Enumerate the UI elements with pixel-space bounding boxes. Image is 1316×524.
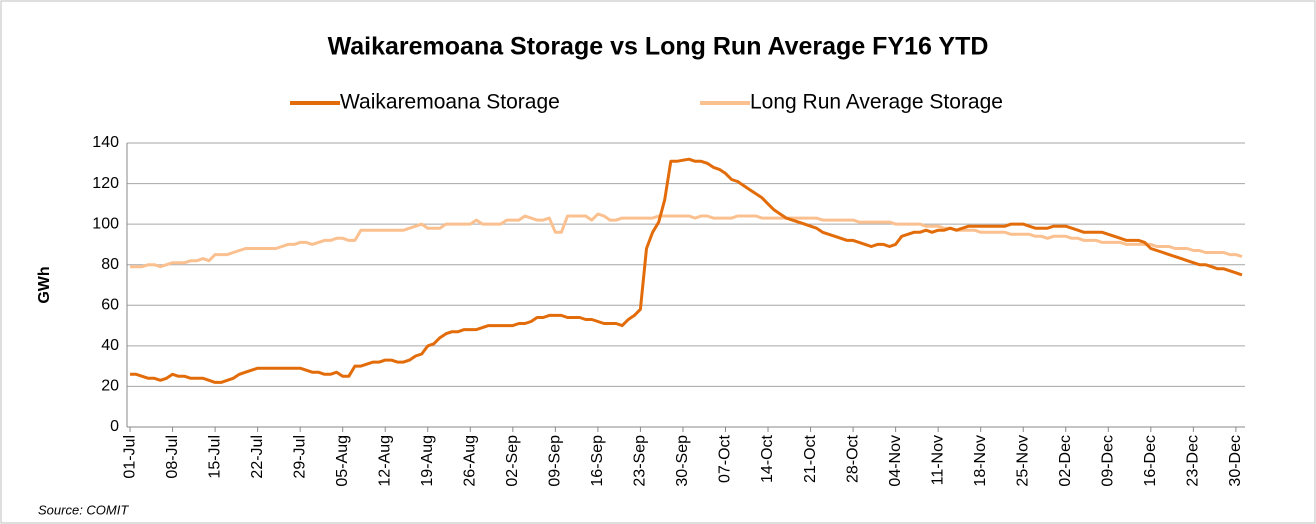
x-tick-label: 15-Jul xyxy=(206,435,223,479)
x-tick-label: 12-Aug xyxy=(376,435,393,487)
x-tick-label: 14-Oct xyxy=(759,434,776,483)
x-tick-label: 21-Oct xyxy=(802,434,819,483)
x-tick-label: 02-Dec xyxy=(1057,435,1074,487)
x-tick-label: 30-Dec xyxy=(1227,435,1244,487)
x-tick-label: 19-Aug xyxy=(419,435,436,487)
legend-label: Long Run Average Storage xyxy=(750,91,1003,114)
x-tick-label: 28-Oct xyxy=(844,434,861,483)
chart-title: Waikaremoana Storage vs Long Run Average… xyxy=(328,33,989,61)
series-line xyxy=(130,157,1243,384)
y-tick-label: 0 xyxy=(110,418,119,435)
y-tick-label: 80 xyxy=(101,256,119,273)
x-tick-label: 18-Nov xyxy=(972,435,989,487)
x-tick-label: 08-Jul xyxy=(164,435,181,479)
x-tick-label: 25-Nov xyxy=(1014,435,1031,487)
y-tick-label: 20 xyxy=(101,378,119,395)
x-tick-label: 16-Sep xyxy=(589,435,606,487)
x-tick-label: 26-Aug xyxy=(462,435,479,487)
x-tick-label: 09-Sep xyxy=(547,435,564,487)
x-tick-label: 23-Dec xyxy=(1185,435,1202,487)
x-tick-label: 23-Sep xyxy=(632,435,649,487)
x-tick-label: 11-Nov xyxy=(929,435,946,485)
x-tick-label: 01-Jul xyxy=(121,435,138,479)
series-line xyxy=(130,212,1243,269)
y-tick-label: 140 xyxy=(92,134,119,151)
x-tick-label: 22-Jul xyxy=(249,435,266,479)
source-note: Source: COMIT xyxy=(38,502,129,517)
legend-label: Waikaremoana Storage xyxy=(340,91,560,114)
y-tick-label: 60 xyxy=(101,297,119,314)
x-tick-label: 30-Sep xyxy=(674,435,691,487)
y-tick-label: 40 xyxy=(101,337,119,354)
x-tick-label: 07-Oct xyxy=(717,434,734,483)
x-tick-label: 16-Dec xyxy=(1142,435,1159,487)
y-axis-label: GWh xyxy=(36,266,53,303)
y-tick-label: 100 xyxy=(92,215,119,232)
x-tick-label: 02-Sep xyxy=(504,435,521,487)
x-tick-label: 05-Aug xyxy=(334,435,351,487)
y-tick-label: 120 xyxy=(92,175,119,192)
x-tick-label: 04-Nov xyxy=(887,435,904,487)
x-tick-label: 29-Jul xyxy=(291,435,308,479)
x-tick-label: 09-Dec xyxy=(1100,435,1117,487)
